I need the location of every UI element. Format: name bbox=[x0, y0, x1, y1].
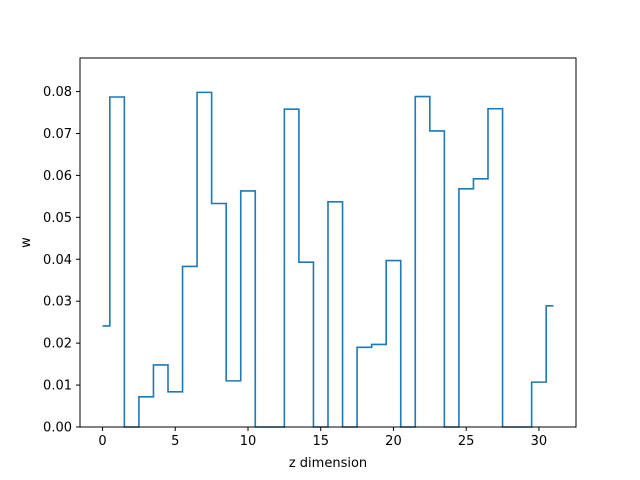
series-step-line bbox=[102, 91, 554, 428]
plot-area bbox=[102, 91, 554, 428]
y-tick-label: 0.03 bbox=[43, 295, 72, 310]
x-tick-label: 25 bbox=[458, 434, 475, 449]
y-axis-label: w bbox=[19, 237, 34, 248]
x-tick-label: 0 bbox=[98, 434, 106, 449]
y-tick-label: 0.05 bbox=[43, 211, 72, 226]
x-axis: 0 5 10 15 20 25 30 bbox=[98, 427, 547, 449]
x-tick-label: 10 bbox=[240, 434, 257, 449]
x-tick-label: 5 bbox=[171, 434, 179, 449]
y-tick-label: 0.04 bbox=[43, 253, 72, 268]
x-axis-label: z dimension bbox=[289, 456, 367, 471]
y-tick-label: 0.08 bbox=[43, 85, 72, 100]
y-tick-label: 0.00 bbox=[43, 421, 72, 436]
y-axis: 0.00 0.01 0.02 0.03 0.04 0.05 0.06 0.07 0.08 bbox=[43, 85, 80, 436]
y-tick-label: 0.02 bbox=[43, 337, 72, 352]
x-tick-label: 15 bbox=[312, 434, 329, 449]
y-tick-label: 0.07 bbox=[43, 127, 72, 142]
x-tick-label: 20 bbox=[385, 434, 402, 449]
x-tick-label: 30 bbox=[531, 434, 548, 449]
y-tick-label: 0.06 bbox=[43, 169, 72, 184]
y-tick-label: 0.01 bbox=[43, 379, 72, 394]
axes-frame bbox=[79, 57, 577, 428]
